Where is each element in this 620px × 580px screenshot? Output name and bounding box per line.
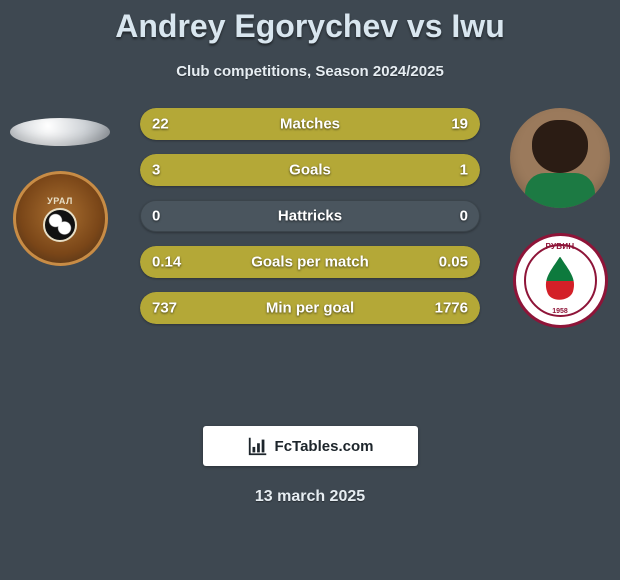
brand-text: FcTables.com	[275, 438, 374, 455]
right-player-column: РУБИН 1958	[500, 108, 620, 328]
right-club-label: РУБИН	[516, 242, 605, 251]
comparison-date: 13 march 2025	[0, 488, 620, 506]
page-title: Andrey Egorychev vs Iwu	[0, 0, 620, 45]
comparison-area: УРАЛ РУБИН 1958 Matches 22 19 Goals 3 1 Hattri…	[0, 108, 620, 408]
stat-value-right: 1776	[435, 300, 468, 317]
stat-bar: Goals per match 0.14 0.05	[140, 246, 480, 278]
left-player-column: УРАЛ	[0, 108, 120, 266]
flame-icon	[543, 257, 577, 305]
stat-value-right: 0.05	[439, 254, 468, 271]
brand-chart-icon	[247, 435, 269, 457]
page-subtitle: Club competitions, Season 2024/2025	[0, 63, 620, 80]
stat-value-left: 0.14	[152, 254, 181, 271]
stat-label: Goals per match	[251, 254, 369, 271]
left-player-avatar-placeholder	[10, 118, 110, 146]
stat-bar-fill-left	[140, 154, 395, 186]
stat-label: Min per goal	[266, 300, 354, 317]
stat-bar: Hattricks 0 0	[140, 200, 480, 232]
left-club-badge: УРАЛ	[13, 171, 108, 266]
stat-value-right: 1	[460, 162, 468, 179]
brand-box[interactable]: FcTables.com	[203, 426, 418, 466]
stat-bar: Goals 3 1	[140, 154, 480, 186]
stat-value-left: 737	[152, 300, 177, 317]
right-player-avatar	[510, 108, 610, 208]
stat-value-right: 19	[451, 116, 468, 133]
right-club-year: 1958	[516, 308, 605, 315]
stat-value-right: 0	[460, 208, 468, 225]
stat-label: Matches	[280, 116, 340, 133]
soccer-ball-icon	[43, 208, 77, 242]
stat-bar: Min per goal 737 1776	[140, 292, 480, 324]
stat-bar: Matches 22 19	[140, 108, 480, 140]
stat-bars: Matches 22 19 Goals 3 1 Hattricks 0 0 Goals per m…	[140, 108, 480, 324]
stat-value-left: 0	[152, 208, 160, 225]
stat-label: Hattricks	[278, 208, 342, 225]
stat-value-left: 22	[152, 116, 169, 133]
stat-value-left: 3	[152, 162, 160, 179]
stat-label: Goals	[289, 162, 331, 179]
right-club-badge: РУБИН 1958	[513, 233, 608, 328]
left-club-label: УРАЛ	[47, 196, 73, 206]
